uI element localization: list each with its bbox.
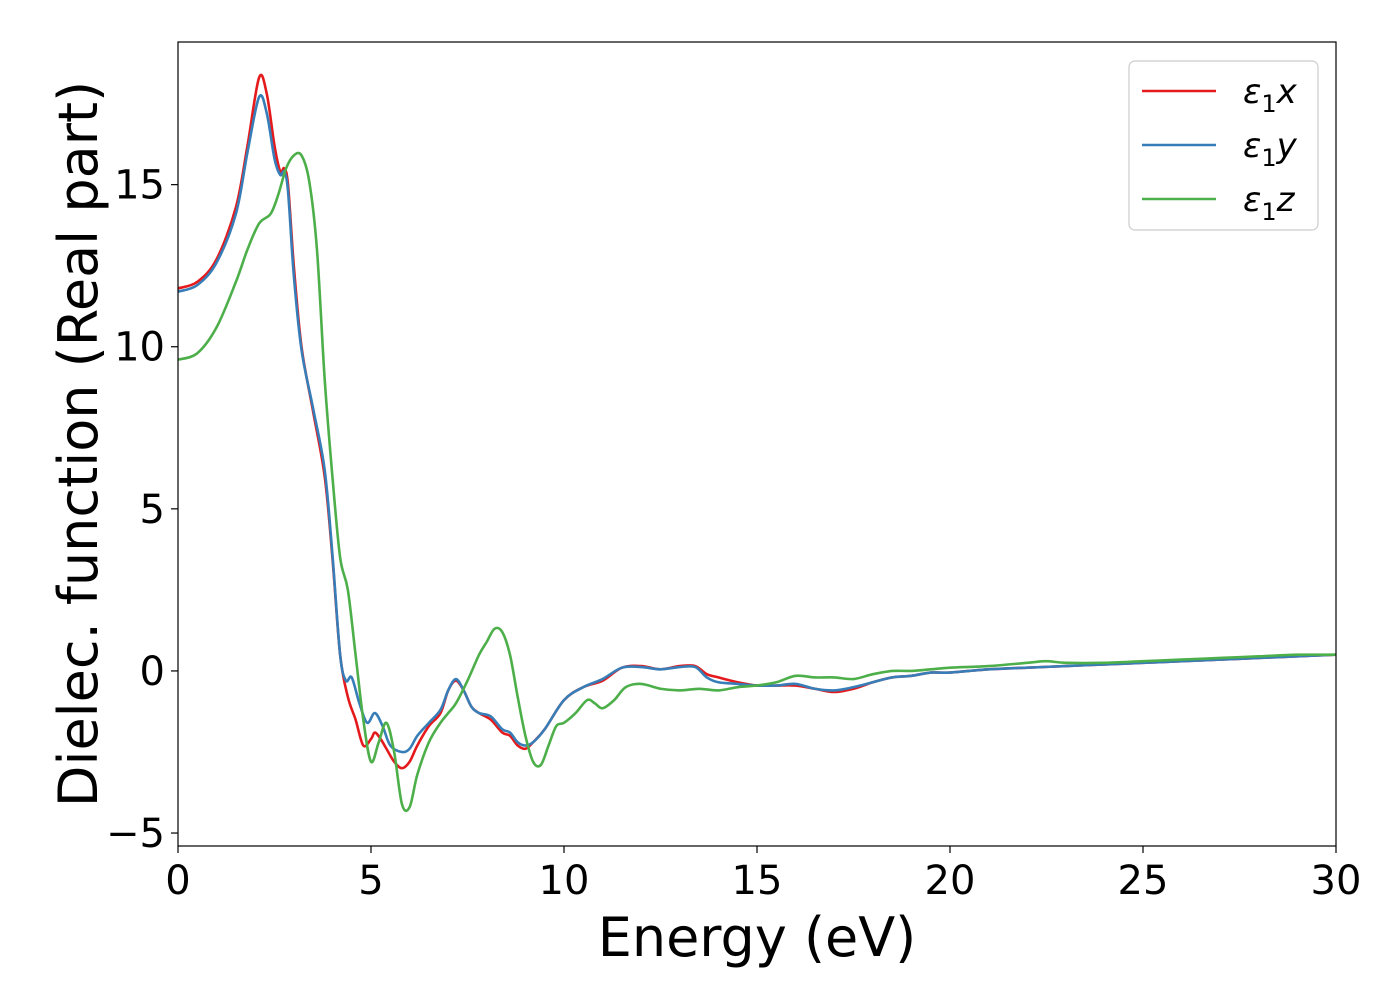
y-axis-label: Dielec. function (Real part) — [47, 81, 110, 807]
legend-entry-z: ε1z — [1243, 180, 1296, 226]
legend-component: z — [1276, 180, 1296, 220]
legend-box — [1128, 60, 1319, 231]
legend-component: x — [1276, 72, 1298, 112]
legend-subscript: 1 — [1261, 90, 1276, 118]
series-layer — [178, 73, 1336, 813]
series-line-z — [178, 151, 1336, 813]
x-axis-label: Energy (eV) — [598, 906, 917, 969]
legend-epsilon: ε — [1243, 72, 1261, 112]
x-tick-label: 15 — [732, 858, 783, 904]
legend-component: y — [1276, 126, 1298, 166]
legend-epsilon: ε — [1243, 126, 1261, 166]
legend-subscript: 1 — [1261, 144, 1276, 172]
y-tick-label: −5 — [106, 811, 165, 857]
x-tick-label: 5 — [358, 858, 383, 904]
legend-entry-y: ε1y — [1243, 126, 1298, 172]
series-line-y — [178, 94, 1336, 754]
x-tick-label: 20 — [925, 858, 976, 904]
y-tick-label: 10 — [114, 325, 165, 371]
y-tick-label: 0 — [140, 649, 165, 695]
legend-subscript: 1 — [1261, 198, 1276, 226]
x-tick-label: 30 — [1311, 858, 1362, 904]
y-tick-label: 5 — [140, 487, 165, 533]
x-tick-label: 25 — [1118, 858, 1169, 904]
x-tick-label: 0 — [165, 858, 190, 904]
y-tick-label: 15 — [114, 163, 165, 209]
legend-entry-x: ε1x — [1243, 72, 1298, 118]
legend-epsilon: ε — [1243, 180, 1261, 220]
x-tick-label: 10 — [539, 858, 590, 904]
